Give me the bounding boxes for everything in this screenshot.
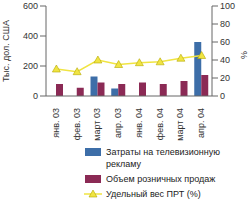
svg-text:0: 0	[33, 91, 38, 101]
html-text:Объем розничных продаж: Объем розничных продаж	[106, 174, 216, 184]
svg-text:Тыс. дол. США: Тыс. дол. США	[8, 20, 11, 82]
svg-text:%: %	[239, 51, 242, 59]
svg-text:20: 20	[220, 73, 230, 83]
svg-text:60: 60	[220, 37, 230, 47]
svg-text:янв. 03: янв. 03	[51, 108, 61, 138]
svg-text:март 03: март 03	[92, 108, 102, 141]
svg-text:0: 0	[220, 91, 225, 101]
svg-text:фев. 03: фев. 03	[72, 108, 82, 140]
svg-text:фев. 04: фев. 04	[155, 108, 165, 140]
svg-text:200: 200	[23, 61, 38, 71]
svg-text:март 04: март 04	[175, 108, 185, 141]
svg-text:600: 600	[23, 1, 38, 11]
svg-text:80: 80	[220, 19, 230, 29]
svg-text:100: 100	[220, 1, 235, 11]
html-text:Удельный вес ПРТ (%): Удельный вес ПРТ (%)	[106, 189, 201, 199]
svg-text:апр. 04: апр. 04	[196, 108, 206, 138]
html-text:Затраты на телевизионную рекла: Затраты на телевизионную рекламу	[106, 147, 220, 169]
svg-text:янв. 04: янв. 04	[134, 108, 144, 138]
svg-text:апр. 03: апр. 03	[113, 108, 123, 138]
svg-text:400: 400	[23, 31, 38, 41]
svg-text:40: 40	[220, 55, 230, 65]
